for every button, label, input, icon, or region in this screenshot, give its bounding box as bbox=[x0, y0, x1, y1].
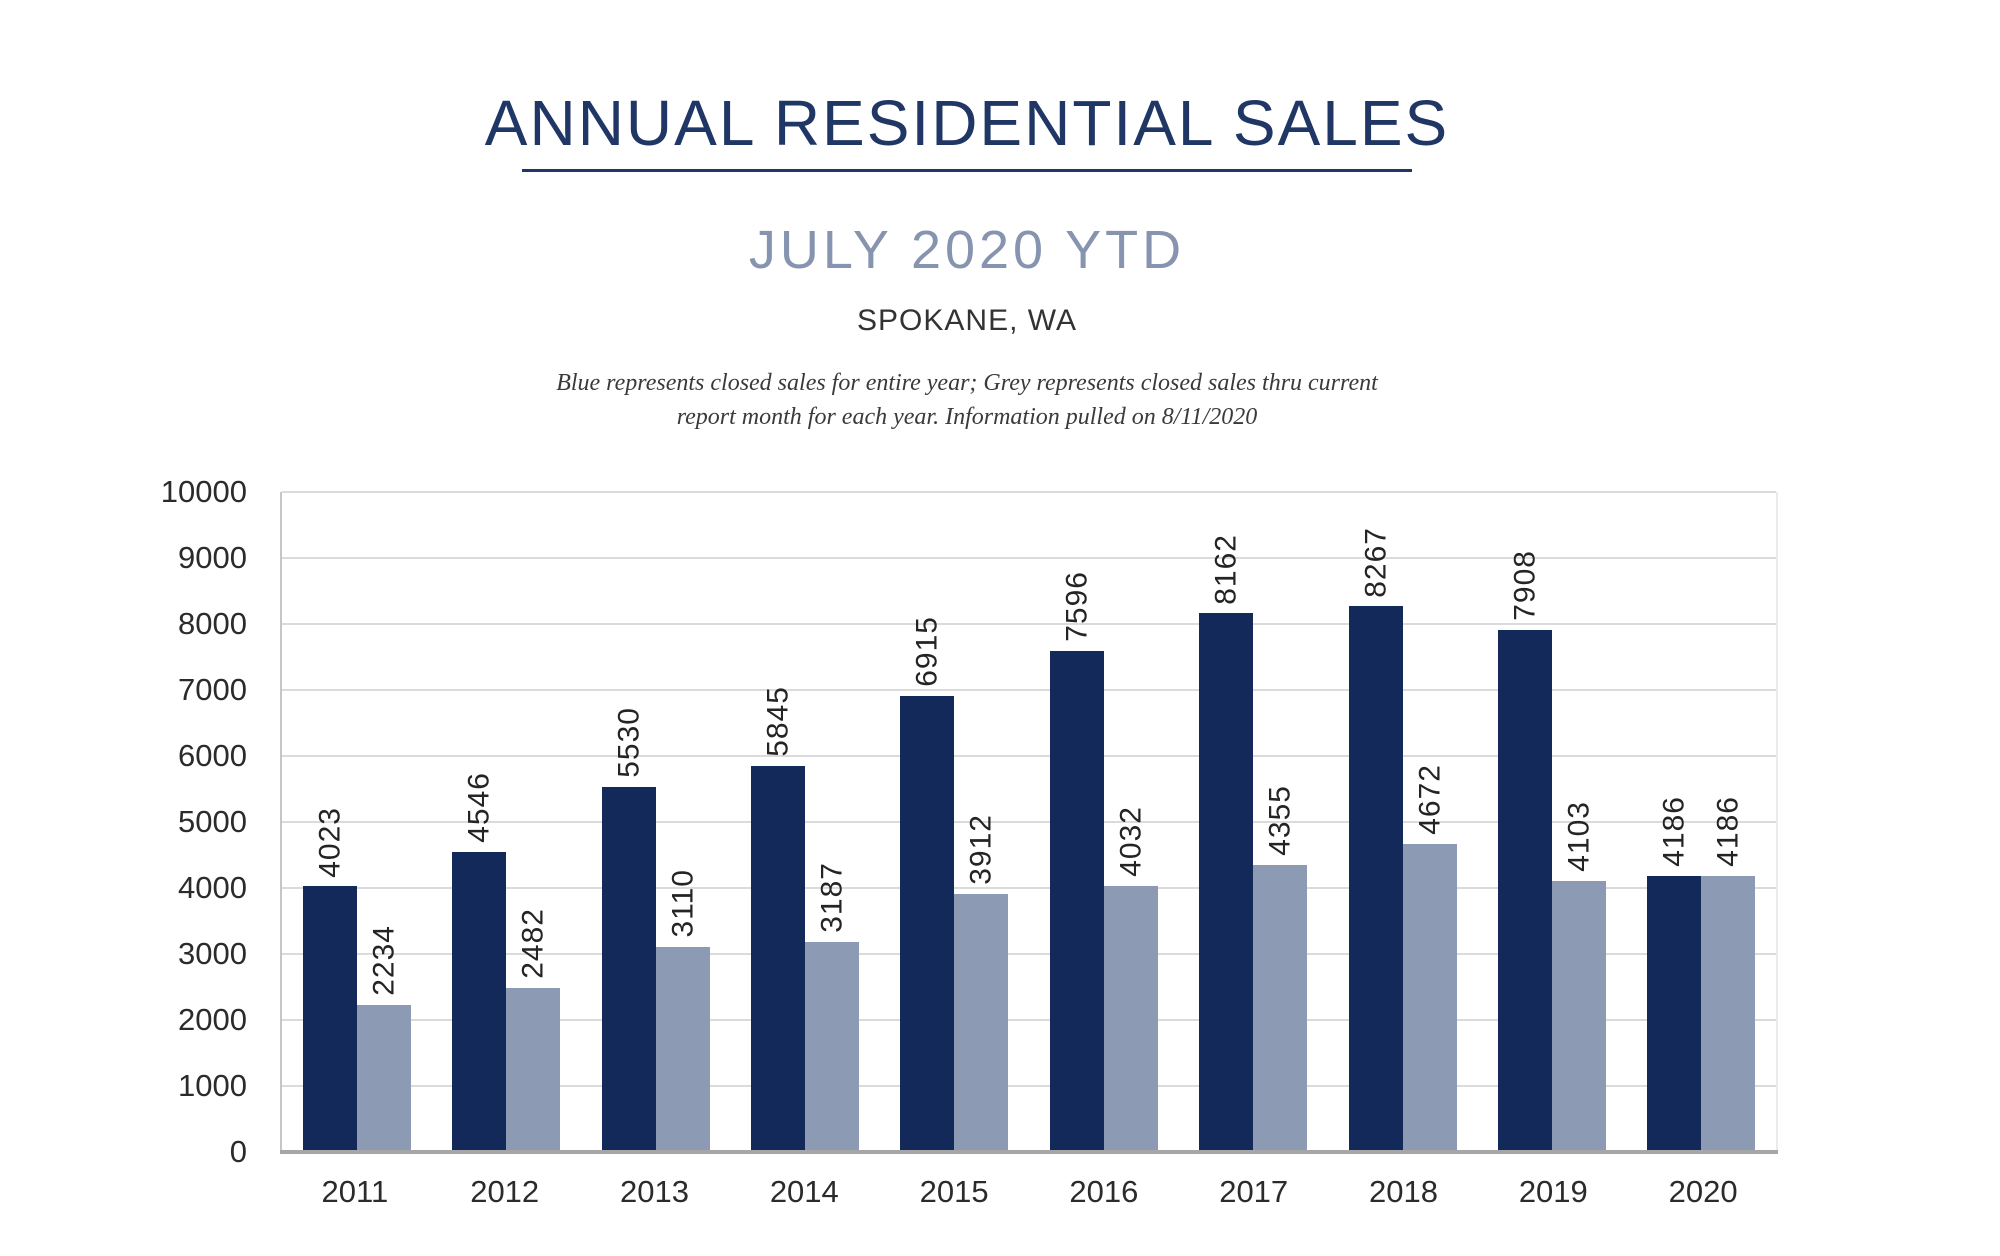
bar-value-label-ytd-2016: 4032 bbox=[1114, 806, 1148, 877]
bar-group-2019: 7908 4103 bbox=[1497, 492, 1606, 1152]
bar-group-2013: 5530 3110 bbox=[601, 492, 710, 1152]
gridline-9000 bbox=[282, 557, 1776, 559]
bar-value-label-ytd-2019: 4103 bbox=[1562, 801, 1596, 873]
bar-ytd-2017: 4355 bbox=[1253, 785, 1308, 1152]
y-tick-label-6000: 6000 bbox=[178, 738, 247, 773]
bar-group-2020: 4186 4186 bbox=[1647, 492, 1756, 1152]
chart-note: Blue represents closed sales for entire … bbox=[0, 366, 1934, 434]
x-tick-label-2015: 2015 bbox=[919, 1174, 989, 1209]
bar-ytd-2018: 4672 bbox=[1402, 764, 1457, 1152]
bar-full-year-2011: 4023 bbox=[302, 807, 357, 1152]
gridline-6000 bbox=[282, 755, 1776, 757]
bar-value-label-ytd-2012: 2482 bbox=[516, 908, 550, 980]
bar-full-year-2015: 6915 bbox=[900, 616, 955, 1152]
gridline-5000 bbox=[282, 821, 1776, 823]
y-tick-label-8000: 8000 bbox=[178, 606, 247, 641]
bar-value-label-full-year-2019: 7908 bbox=[1508, 550, 1542, 622]
y-tick-label-2000: 2000 bbox=[178, 1002, 247, 1037]
bar-full-year-2017: 8162 bbox=[1199, 534, 1254, 1152]
title-underline bbox=[522, 169, 1412, 172]
x-tick-label-2011: 2011 bbox=[321, 1174, 389, 1209]
bar-value-label-full-year-2012: 4546 bbox=[462, 772, 496, 843]
gridline-1000 bbox=[282, 1085, 1776, 1087]
chart-location: SPOKANE, WA bbox=[857, 304, 1077, 337]
bar-value-label-ytd-2018: 4672 bbox=[1413, 763, 1446, 835]
bar-full-year-2018: 8267 bbox=[1348, 527, 1403, 1152]
x-axis-line bbox=[280, 1150, 1778, 1154]
bar-value-label-ytd-2011: 2234 bbox=[367, 924, 401, 996]
bar-value-label-full-year-2014: 5845 bbox=[761, 686, 795, 758]
bar-group-2012: 4546 2482 bbox=[452, 492, 561, 1152]
x-tick-label-2013: 2013 bbox=[620, 1174, 689, 1209]
bar-group-2017: 8162 4355 bbox=[1199, 492, 1308, 1152]
plot-area: 4023 2234 4546 2482 5530 3110 5845 3187 6915 3912… bbox=[280, 491, 1778, 1154]
x-tick-label-2014: 2014 bbox=[769, 1174, 839, 1209]
bar-group-2016: 7596 4032 bbox=[1049, 492, 1158, 1152]
x-tick-label-2019: 2019 bbox=[1518, 1174, 1588, 1209]
y-tick-label-10000: 10000 bbox=[160, 474, 247, 509]
bar-full-year-2019: 7908 bbox=[1497, 550, 1552, 1152]
bar-ytd-2020: 4186 bbox=[1701, 796, 1756, 1152]
bar-ytd-2012: 2482 bbox=[506, 908, 561, 1152]
bar-full-year-2020: 4186 bbox=[1647, 796, 1702, 1152]
bar-value-label-full-year-2011: 4023 bbox=[313, 806, 347, 878]
x-tick-label-2020: 2020 bbox=[1668, 1174, 1738, 1209]
bar-value-label-full-year-2015: 6915 bbox=[910, 615, 944, 687]
x-tick-label-2017: 2017 bbox=[1219, 1174, 1289, 1209]
gridline-7000 bbox=[282, 689, 1776, 691]
note-line-1: Blue represents closed sales for entire … bbox=[556, 370, 1378, 396]
x-tick-label-2018: 2018 bbox=[1369, 1174, 1438, 1209]
bar-group-2014: 5845 3187 bbox=[750, 492, 859, 1152]
bar-full-year-2013: 5530 bbox=[601, 707, 656, 1152]
bar-full-year-2012: 4546 bbox=[452, 772, 507, 1152]
gridline-4000 bbox=[282, 887, 1776, 889]
gridline-10000 bbox=[282, 491, 1776, 493]
bar-value-label-full-year-2018: 8267 bbox=[1359, 526, 1392, 598]
y-tick-label-4000: 4000 bbox=[178, 870, 247, 905]
chart-header: ANNUAL RESIDENTIAL SALES JULY 2020 YTD S… bbox=[0, 0, 1934, 460]
y-tick-label-5000: 5000 bbox=[178, 804, 247, 839]
bar-ytd-2013: 3110 bbox=[655, 869, 710, 1152]
bar-value-label-ytd-2015: 3912 bbox=[964, 814, 998, 885]
x-axis-labels: 2011 2012 2013 2014 2015 2016 2017 2018 2019 2020 bbox=[280, 1174, 1778, 1224]
bar-full-year-2014: 5845 bbox=[750, 686, 805, 1152]
gridline-8000 bbox=[282, 623, 1776, 625]
note-line-2: report month for each year. Information … bbox=[676, 404, 1258, 430]
x-tick-label-2012: 2012 bbox=[470, 1174, 540, 1209]
gridline-3000 bbox=[282, 953, 1776, 955]
page-title: ANNUAL RESIDENTIAL SALES bbox=[484, 87, 1450, 159]
bar-ytd-2011: 2234 bbox=[356, 925, 411, 1152]
y-tick-label-1000: 1000 bbox=[178, 1068, 247, 1103]
y-tick-label-9000: 9000 bbox=[178, 540, 247, 575]
y-tick-label-0: 0 bbox=[229, 1134, 247, 1169]
gridline-2000 bbox=[282, 1019, 1776, 1021]
bar-value-label-full-year-2013: 5530 bbox=[612, 707, 645, 779]
bar-group-2018: 8267 4672 bbox=[1348, 492, 1457, 1152]
x-tick-label-2016: 2016 bbox=[1069, 1174, 1139, 1209]
bar-value-label-full-year-2020: 4186 bbox=[1657, 795, 1691, 867]
bar-group-2015: 6915 3912 bbox=[900, 492, 1009, 1152]
bar-value-label-ytd-2017: 4355 bbox=[1263, 784, 1297, 856]
bar-value-label-full-year-2017: 8162 bbox=[1209, 533, 1243, 605]
bar-value-label-ytd-2014: 3187 bbox=[815, 861, 849, 933]
bar-value-label-ytd-2020: 4186 bbox=[1711, 795, 1745, 867]
chart-subtitle: JULY 2020 YTD bbox=[748, 220, 1186, 280]
bar-full-year-2016: 7596 bbox=[1049, 571, 1104, 1152]
bar-ytd-2015: 3912 bbox=[954, 814, 1009, 1152]
bar-group-2011: 4023 2234 bbox=[302, 492, 411, 1152]
y-tick-label-3000: 3000 bbox=[178, 936, 247, 971]
bar-value-label-full-year-2016: 7596 bbox=[1060, 570, 1094, 642]
bar-ytd-2019: 4103 bbox=[1551, 801, 1606, 1152]
y-tick-label-7000: 7000 bbox=[178, 672, 247, 707]
bar-ytd-2016: 4032 bbox=[1103, 806, 1158, 1152]
y-axis-labels: 0 1000 2000 3000 4000 5000 6000 7000 8000 9000 100… bbox=[60, 474, 247, 1169]
bar-value-label-ytd-2013: 3110 bbox=[666, 869, 699, 938]
bar-ytd-2014: 3187 bbox=[804, 862, 859, 1152]
